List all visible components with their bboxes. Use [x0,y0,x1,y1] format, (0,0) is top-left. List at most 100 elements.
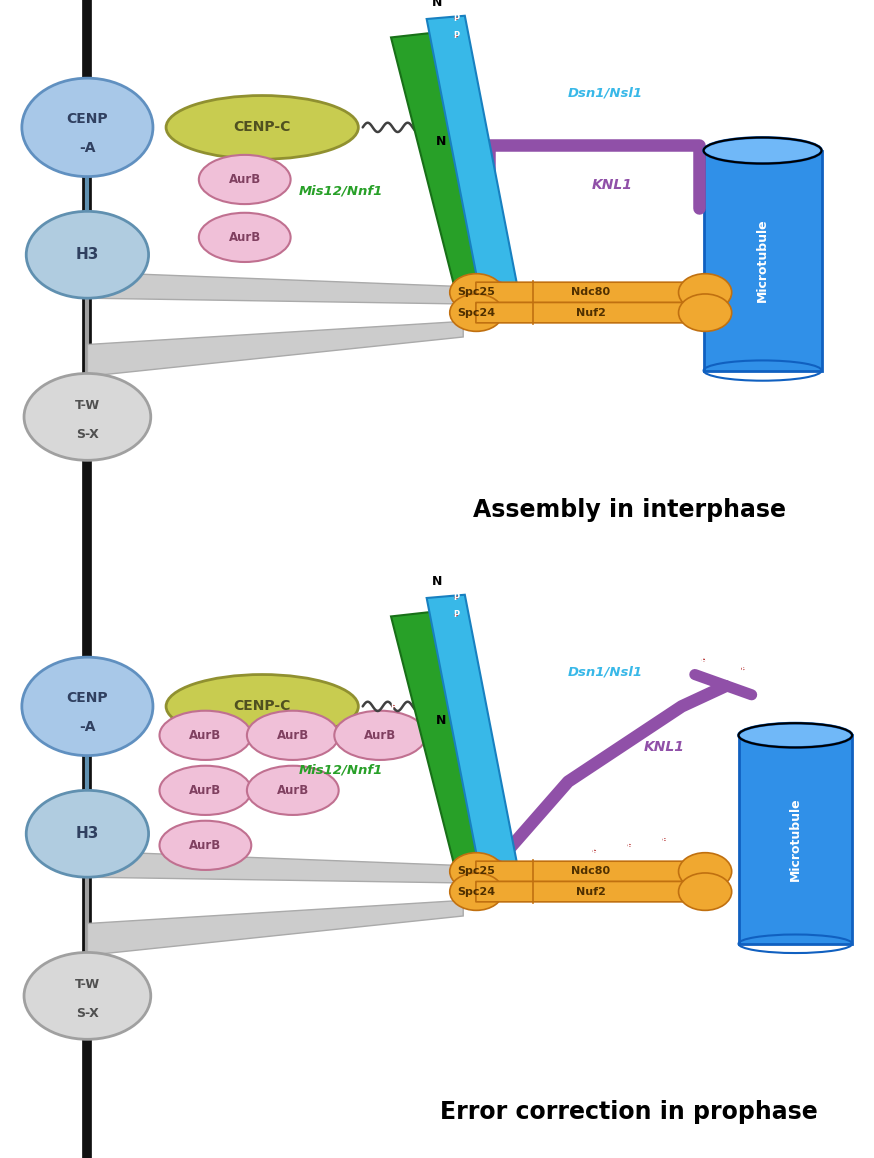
Text: P: P [591,846,598,856]
Text: Microtubule: Microtubule [789,798,801,881]
Circle shape [455,35,457,37]
Ellipse shape [22,658,153,755]
Text: Microtubule: Microtubule [756,219,769,302]
Circle shape [703,659,704,661]
Ellipse shape [334,711,427,760]
Circle shape [663,838,665,841]
Ellipse shape [198,213,290,262]
Ellipse shape [450,294,503,331]
Text: AurB: AurB [277,784,309,797]
Text: Dsn1/Nsl1: Dsn1/Nsl1 [568,665,643,679]
Text: AurB: AurB [229,230,260,244]
Text: Assembly in interphase: Assembly in interphase [473,498,786,521]
Ellipse shape [26,790,149,878]
Text: S-X: S-X [76,427,99,441]
Text: Nuf2: Nuf2 [576,887,606,896]
Text: AurB: AurB [190,838,221,852]
Text: -A: -A [80,140,95,155]
Circle shape [455,17,457,20]
Text: KNL1: KNL1 [644,740,684,754]
Polygon shape [87,322,463,376]
FancyBboxPatch shape [704,151,822,371]
Text: CENP: CENP [66,690,108,705]
Ellipse shape [166,674,358,739]
Ellipse shape [166,95,358,159]
Circle shape [593,850,595,852]
Text: P: P [453,31,460,41]
Text: Spc25: Spc25 [457,287,496,298]
Text: P: P [390,702,397,711]
Circle shape [455,596,457,599]
Ellipse shape [247,765,339,815]
Text: Spc24: Spc24 [457,887,496,896]
Circle shape [455,614,457,616]
Text: Nuf2: Nuf2 [576,308,606,317]
Text: Dsn1/Nsl1: Dsn1/Nsl1 [568,86,643,100]
Ellipse shape [159,765,252,815]
Polygon shape [391,611,510,892]
Text: N: N [432,574,442,587]
Text: AurB: AurB [364,728,396,742]
Text: S-X: S-X [76,1006,99,1020]
Circle shape [392,705,394,708]
Ellipse shape [678,852,732,891]
Text: P: P [453,14,460,23]
FancyBboxPatch shape [475,881,690,902]
FancyBboxPatch shape [739,735,852,944]
Text: P: P [661,835,668,844]
FancyBboxPatch shape [475,283,690,302]
Ellipse shape [159,821,252,870]
Circle shape [470,279,509,306]
FancyBboxPatch shape [475,302,690,323]
Text: Spc25: Spc25 [457,866,496,877]
Text: CENP-C: CENP-C [233,699,291,713]
Ellipse shape [24,952,151,1040]
Text: CENP: CENP [66,111,108,126]
Polygon shape [391,32,510,313]
Ellipse shape [678,273,732,312]
Text: Ndc80: Ndc80 [571,287,610,298]
Text: P: P [453,593,460,602]
Text: P: P [700,655,707,665]
Text: H3: H3 [76,248,99,262]
Text: N: N [436,135,447,148]
Text: P: P [739,665,746,673]
Ellipse shape [198,155,290,204]
FancyBboxPatch shape [475,862,690,881]
Ellipse shape [26,212,149,298]
Text: -A: -A [80,719,95,734]
Ellipse shape [450,852,503,891]
Polygon shape [87,272,463,303]
Polygon shape [87,851,463,882]
Ellipse shape [704,138,822,163]
Text: CENP-C: CENP-C [233,120,291,134]
Text: Spc24: Spc24 [457,308,496,317]
Ellipse shape [159,711,252,760]
Circle shape [628,844,630,846]
Text: Mis12/Nnf1: Mis12/Nnf1 [299,184,383,198]
Circle shape [742,668,744,669]
Text: N: N [432,0,442,8]
Text: AurB: AurB [277,728,309,742]
Circle shape [470,859,509,885]
Ellipse shape [739,723,852,748]
Text: Error correction in prophase: Error correction in prophase [440,1100,818,1123]
Ellipse shape [22,79,153,176]
Polygon shape [427,16,522,312]
Text: N: N [436,714,447,727]
Text: AurB: AurB [190,728,221,742]
Text: Ndc80: Ndc80 [571,866,610,877]
Ellipse shape [678,294,732,331]
Text: T-W: T-W [75,398,100,412]
Ellipse shape [450,873,503,910]
Text: Mis12/Nnf1: Mis12/Nnf1 [299,763,383,777]
Text: T-W: T-W [75,977,100,991]
Polygon shape [87,901,463,955]
Text: AurB: AurB [229,173,260,186]
Ellipse shape [247,711,339,760]
Polygon shape [427,595,522,891]
Text: KNL1: KNL1 [592,178,632,192]
Text: P: P [626,841,633,850]
Ellipse shape [678,873,732,910]
Ellipse shape [24,373,151,460]
